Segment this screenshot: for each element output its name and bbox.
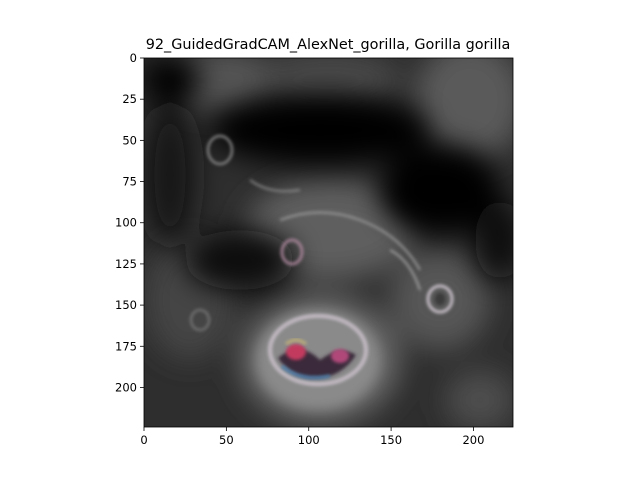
y-axis: 0 25 50 75 100 125 150 175 200 [115,51,144,394]
plot-frame [143,57,514,428]
mouth-region [256,310,380,410]
x-tick-label: 50 [219,433,234,447]
y-tick-label: 50 [122,133,137,147]
y-tick-label: 100 [115,216,137,230]
y-tick-label: 200 [115,380,137,394]
y-tick-label: 0 [130,51,137,65]
x-axis: 0 50 100 150 200 [140,427,484,447]
y-tick-label: 125 [115,257,137,271]
y-tick-label: 25 [122,92,137,106]
saliency-image [144,58,513,427]
y-tick-label: 150 [115,298,137,312]
x-tick-label: 200 [462,433,484,447]
x-tick-label: 0 [140,433,147,447]
y-tick-label: 175 [115,339,137,353]
dark-regions [144,58,513,290]
detail-textures [190,135,454,331]
figure-title: 92_GuidedGradCAM_AlexNet_gorilla, Gorill… [146,37,511,53]
x-tick-label: 150 [380,433,402,447]
y-tick-label: 75 [122,175,137,189]
x-tick-label: 100 [298,433,320,447]
